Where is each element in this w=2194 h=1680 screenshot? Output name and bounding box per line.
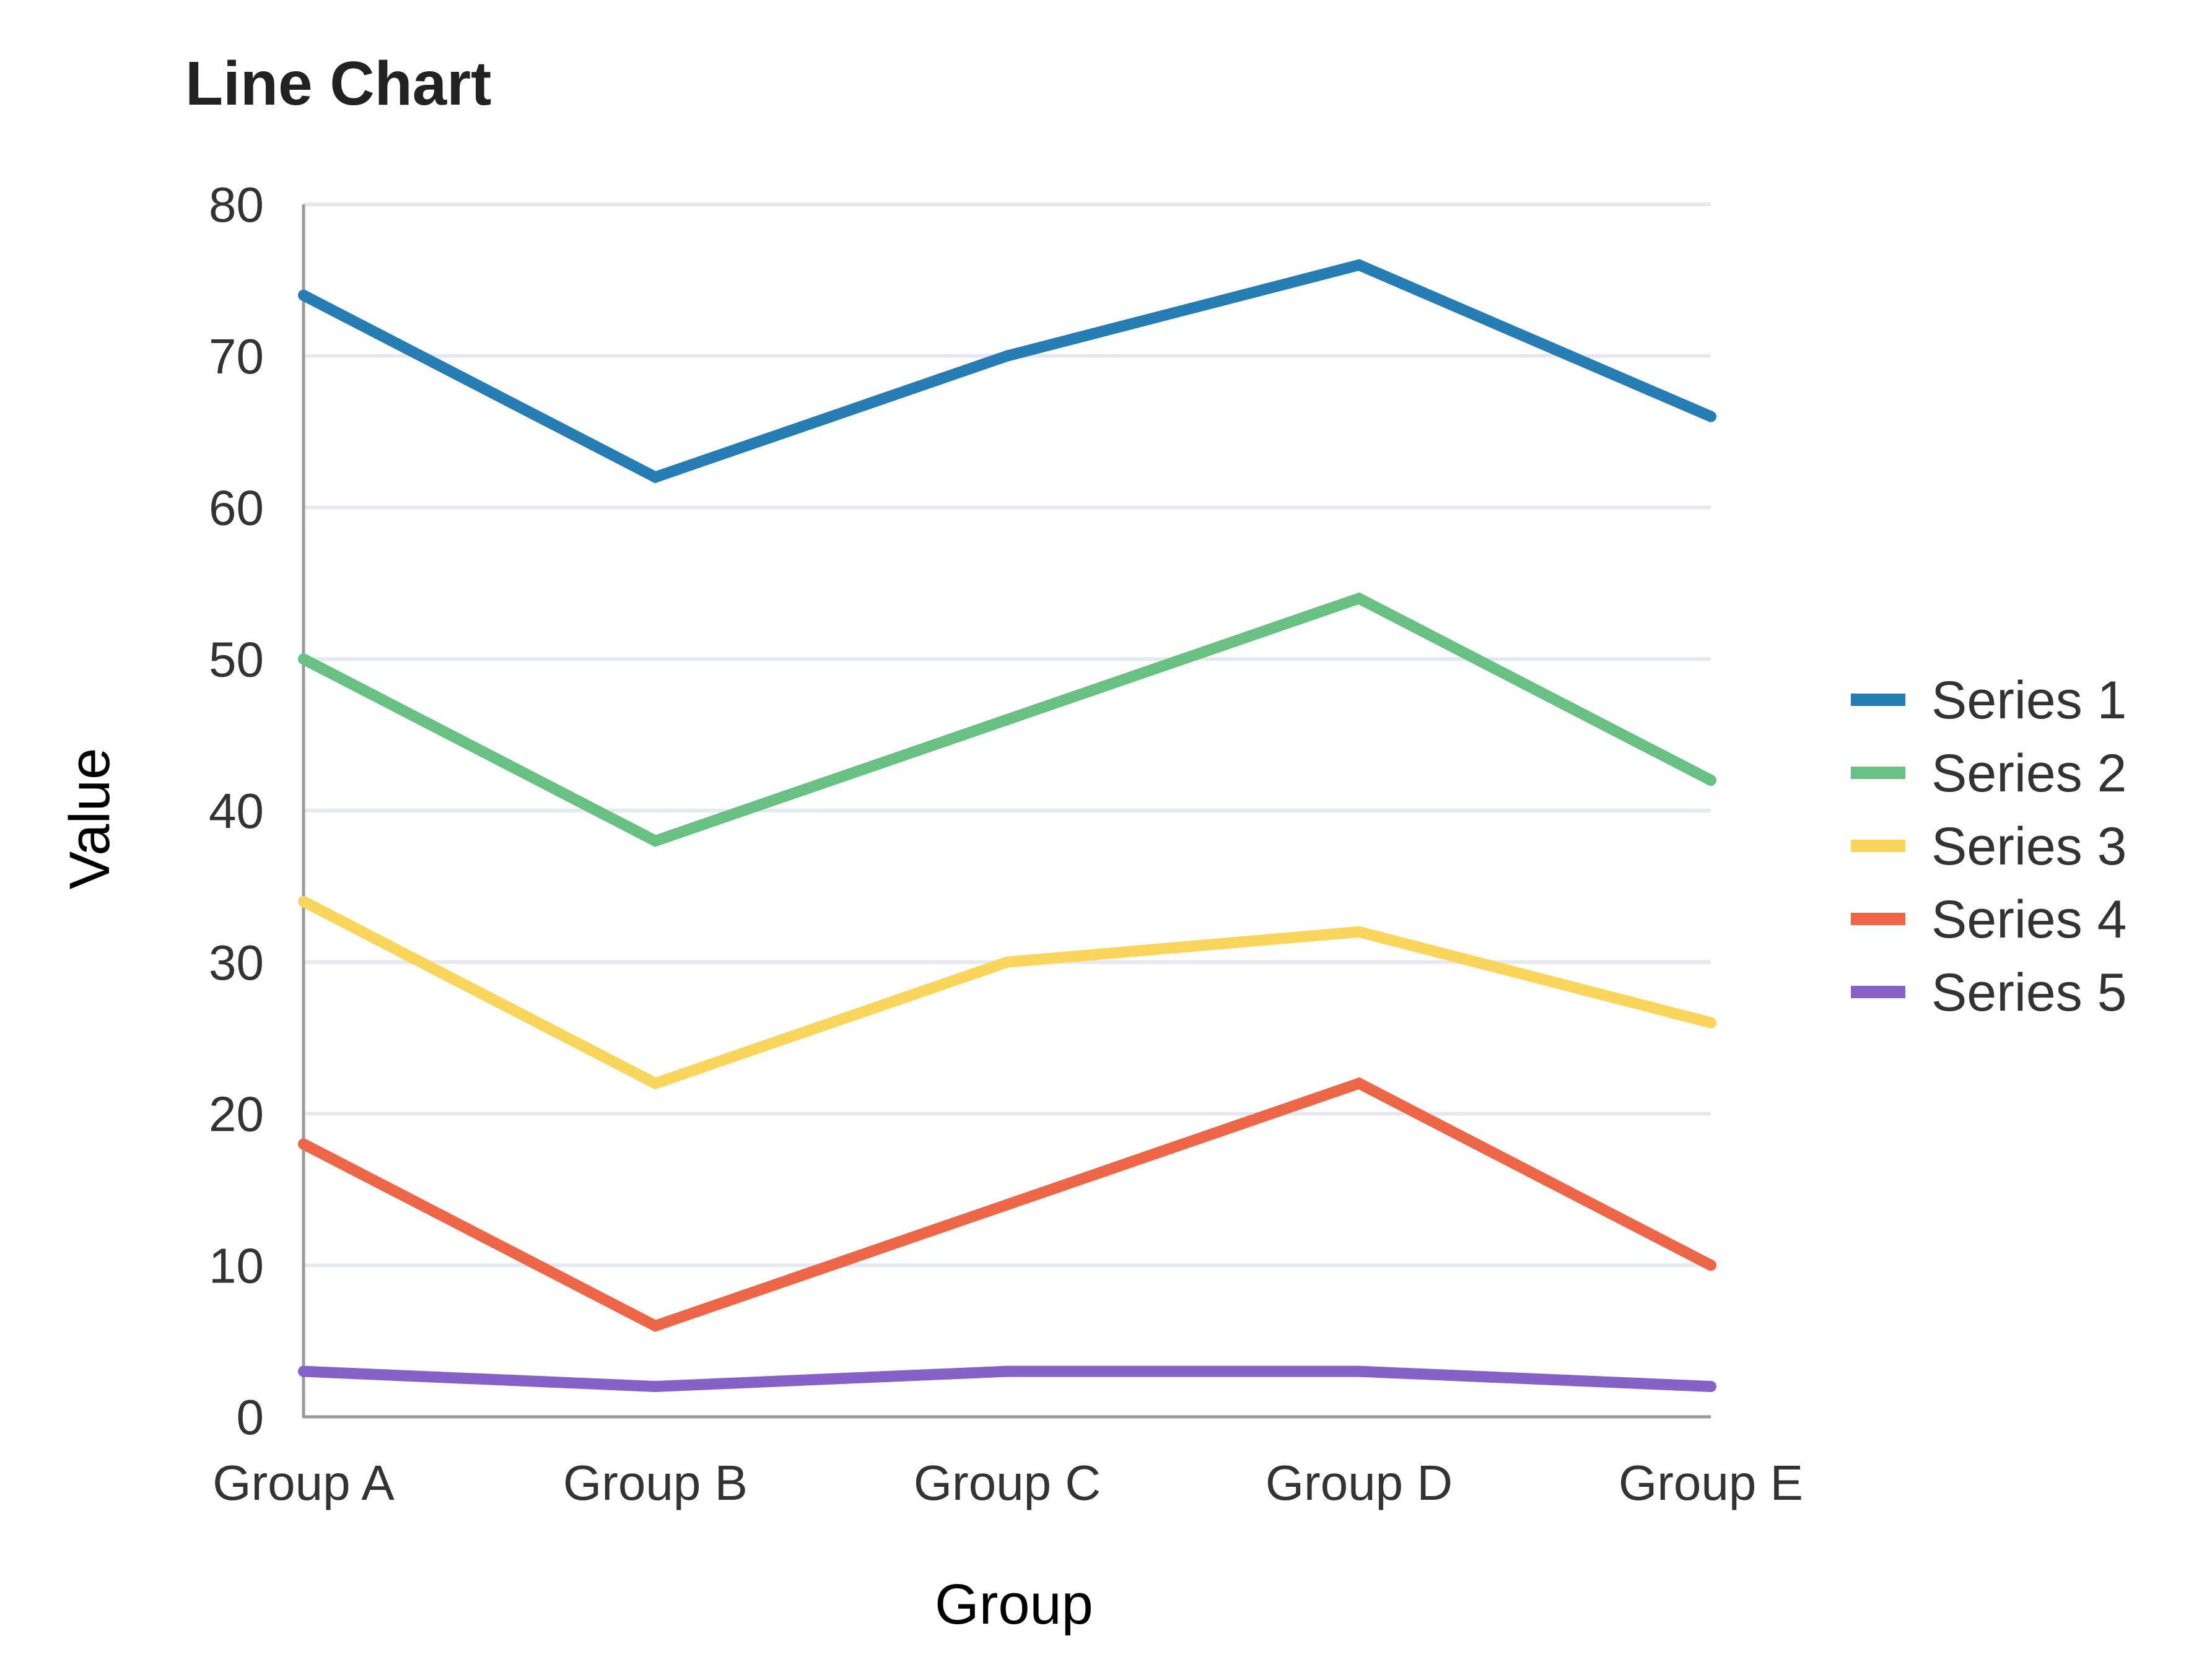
data-point xyxy=(1353,926,1365,938)
y-axis-ticks: 0 10 20 30 40 50 60 70 80 xyxy=(209,177,264,1445)
data-point xyxy=(1002,1365,1013,1377)
gridlines xyxy=(304,202,1711,1268)
series-line-3 xyxy=(300,896,1713,1090)
data-point xyxy=(1002,956,1013,968)
data-point xyxy=(650,835,661,847)
data-point xyxy=(1002,350,1013,362)
data-point xyxy=(650,1320,661,1332)
data-point xyxy=(1353,593,1365,604)
y-tick-label: 70 xyxy=(209,329,264,384)
legend-label-4: Series 4 xyxy=(1931,890,2127,949)
data-point xyxy=(1705,775,1716,786)
data-point xyxy=(1353,1365,1365,1377)
y-tick-label: 30 xyxy=(209,935,264,990)
x-axis-title: Group xyxy=(935,1573,1093,1636)
data-point xyxy=(1705,1381,1716,1393)
y-tick-label: 50 xyxy=(209,632,264,687)
y-tick-label: 10 xyxy=(209,1238,264,1293)
data-point xyxy=(298,289,309,301)
data-point xyxy=(1002,1199,1013,1211)
data-point xyxy=(1353,259,1365,271)
data-point xyxy=(1002,714,1013,726)
chart-title: Line Chart xyxy=(185,49,491,118)
legend-label-1: Series 1 xyxy=(1931,671,2127,730)
data-point xyxy=(1705,411,1716,422)
data-point xyxy=(1705,1017,1716,1029)
legend-label-2: Series 2 xyxy=(1931,744,2127,803)
data-point xyxy=(1353,1077,1365,1089)
data-point xyxy=(650,471,661,483)
series-lines xyxy=(298,259,1716,1393)
data-point xyxy=(298,1138,309,1150)
series-line-1 xyxy=(300,259,1713,484)
legend-label-5: Series 5 xyxy=(1931,963,2127,1022)
y-axis-title: Value xyxy=(58,748,121,889)
data-point xyxy=(298,895,309,907)
legend: Series 1 Series 2 Series 3 Series 4 Series 5 xyxy=(1851,671,2127,1022)
legend-label-3: Series 3 xyxy=(1931,817,2127,876)
y-tick-label: 60 xyxy=(209,481,264,536)
y-tick-label: 0 xyxy=(237,1390,264,1445)
data-point xyxy=(650,1381,661,1393)
y-tick-label: 20 xyxy=(209,1087,264,1142)
x-tick-label: Group E xyxy=(1619,1455,1803,1510)
x-axis-ticks: Group A Group B Group C Group D Group E xyxy=(212,1455,1803,1510)
x-tick-label: Group A xyxy=(212,1455,395,1510)
y-tick-label: 80 xyxy=(209,177,264,232)
data-point xyxy=(1705,1260,1716,1271)
data-point xyxy=(650,1077,661,1089)
data-point xyxy=(298,1365,309,1377)
x-tick-label: Group D xyxy=(1265,1455,1453,1510)
x-tick-label: Group B xyxy=(563,1455,748,1510)
data-point xyxy=(298,653,309,665)
y-tick-label: 40 xyxy=(209,783,264,838)
x-tick-label: Group C xyxy=(914,1455,1101,1510)
